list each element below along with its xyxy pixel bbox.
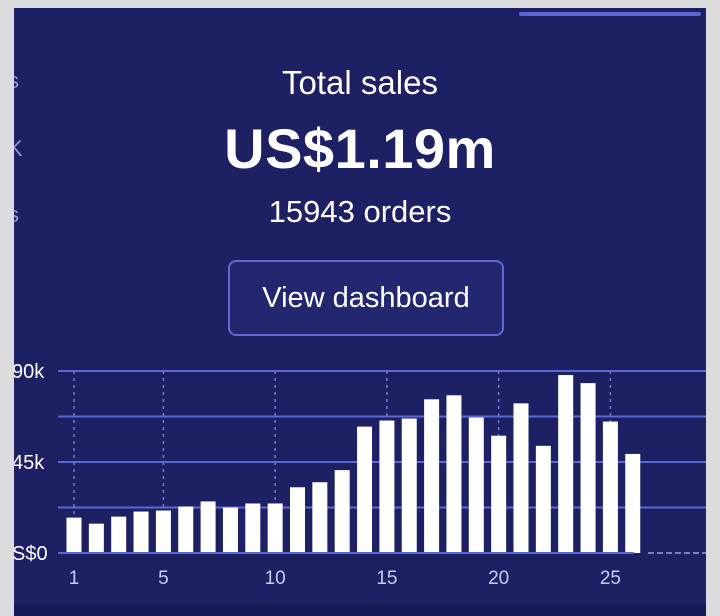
bar-day-1 bbox=[66, 517, 82, 553]
bar-day-16 bbox=[401, 418, 417, 553]
y-tick-label: 90k bbox=[14, 361, 45, 383]
x-tick-label: 20 bbox=[488, 568, 509, 589]
total-sales-title: Total sales bbox=[282, 64, 438, 101]
bar-day-19 bbox=[468, 417, 484, 553]
bar-day-10 bbox=[267, 503, 283, 553]
bar-day-22 bbox=[535, 445, 551, 553]
x-tick-label: 10 bbox=[265, 568, 286, 589]
y-tick-label: 45k bbox=[14, 452, 45, 474]
bar-day-24 bbox=[580, 383, 596, 553]
bar-day-2 bbox=[88, 523, 104, 553]
bar-day-20 bbox=[491, 435, 507, 553]
clipped-glyph: s bbox=[14, 70, 19, 92]
x-tick-label: 25 bbox=[600, 568, 621, 589]
bar-day-3 bbox=[111, 516, 127, 553]
bar-day-13 bbox=[334, 470, 350, 553]
active-indicator bbox=[519, 12, 701, 16]
bar-day-21 bbox=[513, 403, 529, 553]
bar-day-18 bbox=[446, 395, 462, 553]
x-tick-label: 1 bbox=[69, 568, 80, 589]
sales-summary-panel: s K s Total sales US$1.19m 15943 orders … bbox=[14, 8, 706, 616]
x-tick-label: 15 bbox=[376, 568, 397, 589]
bar-day-15 bbox=[379, 420, 395, 553]
bar-day-5 bbox=[155, 510, 171, 553]
bar-day-7 bbox=[200, 501, 216, 553]
x-tick-label: 5 bbox=[158, 568, 169, 589]
bar-day-6 bbox=[178, 506, 194, 553]
bar-day-11 bbox=[290, 487, 305, 553]
clipped-glyph: K bbox=[14, 136, 23, 161]
bar-day-8 bbox=[222, 507, 238, 553]
orders-count: 15943 orders bbox=[268, 194, 452, 229]
bar-day-14 bbox=[357, 426, 373, 553]
bar-day-23 bbox=[558, 375, 574, 553]
bar-day-26 bbox=[625, 453, 641, 553]
bar-day-4 bbox=[133, 511, 149, 553]
view-dashboard-button[interactable]: View dashboard bbox=[228, 260, 504, 336]
bar-day-25 bbox=[602, 421, 618, 553]
bar-day-9 bbox=[245, 503, 261, 553]
bottom-edge bbox=[14, 604, 706, 616]
bar-day-12 bbox=[312, 482, 328, 553]
total-sales-amount: US$1.19m bbox=[224, 117, 496, 180]
y-tick-label: S$0 bbox=[14, 543, 48, 565]
bar-day-17 bbox=[424, 399, 440, 553]
clipped-glyph: s bbox=[14, 204, 19, 226]
